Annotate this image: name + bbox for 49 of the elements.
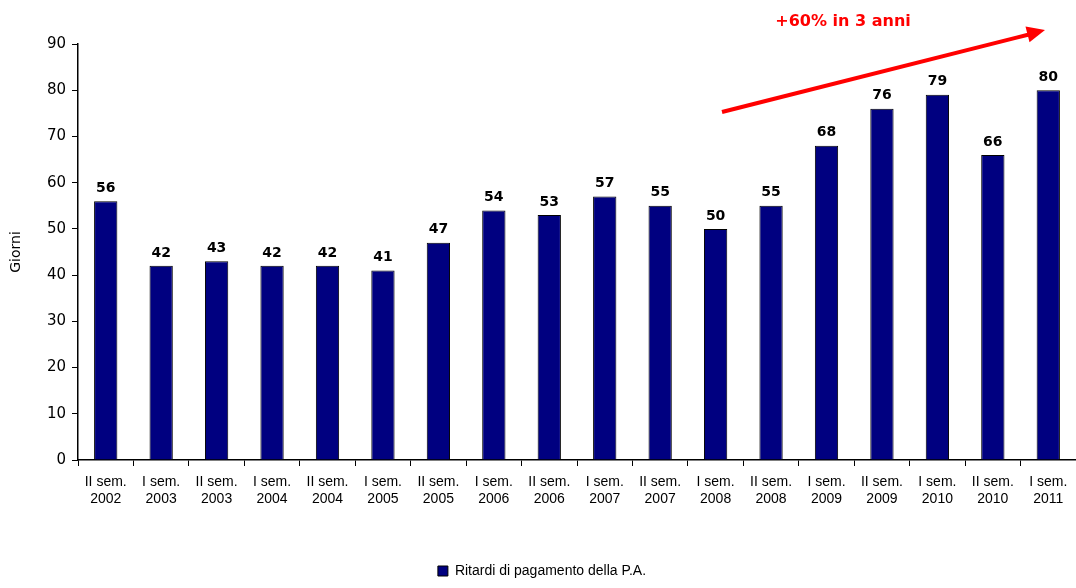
x-tick-label: I sem. 2007	[585, 473, 624, 507]
y-tick-label: 50	[46, 218, 66, 237]
y-tick-label: 20	[46, 357, 66, 376]
data-label: 41	[373, 248, 393, 265]
data-label: 53	[539, 192, 560, 209]
y-tick-label: 0	[56, 449, 66, 468]
y-axis-title: Giorni	[7, 231, 24, 273]
data-label: 42	[317, 243, 338, 260]
data-label: 43	[206, 238, 227, 255]
data-label: 55	[761, 183, 781, 200]
y-tick-label: 90	[46, 33, 66, 52]
data-label: 50	[705, 206, 726, 223]
data-label: 47	[428, 220, 449, 237]
data-label: 42	[151, 243, 171, 260]
y-tick-label: 40	[46, 265, 66, 283]
y-tick-label: 10	[46, 403, 66, 422]
y-tick-label: 30	[46, 311, 66, 330]
data-label: 57	[594, 174, 615, 191]
data-label: 54	[484, 188, 504, 205]
data-label: 76	[872, 86, 892, 103]
x-tick-label: I sem. 2003	[142, 473, 181, 507]
x-tick-label: I sem. 2006	[474, 473, 513, 507]
data-label: 42	[262, 243, 282, 260]
x-tick-label: II sem. 2010	[971, 473, 1014, 507]
y-tick-label: 60	[46, 172, 66, 191]
x-tick-label: I sem. 2011	[1029, 473, 1068, 507]
data-label: 68	[816, 123, 837, 140]
data-label: 55	[650, 183, 670, 200]
x-tick-label: II sem. 2002	[84, 473, 127, 507]
x-tick-label: I sem. 2010	[918, 473, 957, 507]
data-label: 56	[95, 178, 116, 195]
data-label: 80	[1038, 67, 1059, 84]
x-tick-label: I sem. 2008	[696, 473, 735, 507]
data-label: 66	[983, 132, 1003, 149]
x-tick-label: II sem. 2004	[306, 473, 349, 507]
x-tick-label: II sem. 2009	[860, 473, 903, 507]
x-tick-label: II sem. 2008	[750, 473, 793, 507]
x-tick-label: I sem. 2004	[252, 473, 292, 507]
text: +60% in 3 anni	[775, 11, 911, 31]
data-label: 79	[927, 72, 948, 89]
x-tick-label: II sem. 2006	[528, 473, 571, 507]
x-tick-label: II sem. 2007	[639, 473, 682, 507]
x-tick-label: II sem. 2005	[417, 473, 460, 507]
x-tick-label: II sem. 2003	[195, 473, 238, 507]
legend-label: Ritardi di pagamento della P.A.	[454, 561, 647, 578]
x-tick-label: I sem. 2005	[363, 473, 403, 507]
x-tick-label: I sem. 2009	[807, 473, 846, 507]
y-tick-label: 80	[46, 80, 66, 99]
y-tick-label: 70	[46, 126, 66, 145]
